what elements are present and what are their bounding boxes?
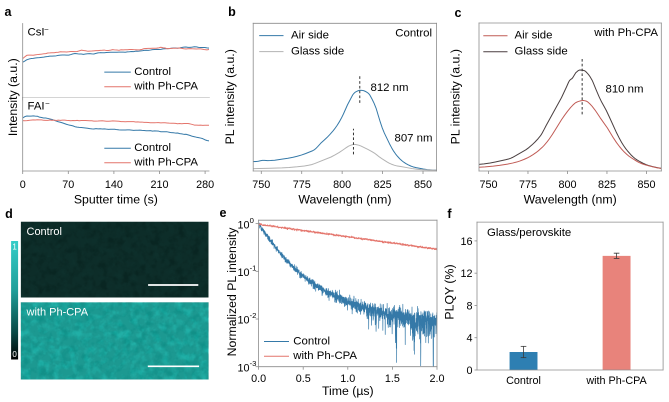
svg-text:0: 0 — [250, 216, 254, 225]
svg-text:Normalized PL intensity: Normalized PL intensity — [225, 227, 239, 357]
svg-text:0.5: 0.5 — [296, 373, 311, 385]
svg-text:775: 775 — [519, 179, 537, 191]
svg-text:–: – — [46, 100, 50, 107]
svg-text:–: – — [45, 26, 49, 33]
svg-text:with Ph-CPA: with Ph-CPA — [133, 157, 198, 169]
svg-text:CsI: CsI — [28, 26, 45, 38]
svg-text:Air side: Air side — [291, 30, 329, 42]
svg-text:e: e — [220, 206, 227, 220]
svg-text:8: 8 — [466, 300, 472, 312]
svg-text:-3: -3 — [250, 359, 257, 368]
svg-text:1.0: 1.0 — [340, 373, 355, 385]
svg-text:Intensity (a.u.): Intensity (a.u.) — [6, 58, 20, 136]
svg-text:2.0: 2.0 — [429, 373, 444, 385]
svg-text:10: 10 — [237, 314, 249, 326]
svg-text:f: f — [447, 207, 452, 221]
svg-text:-2: -2 — [250, 311, 257, 320]
svg-text:750: 750 — [252, 179, 270, 191]
svg-text:16: 16 — [460, 236, 472, 248]
svg-text:Glass/perovskite: Glass/perovskite — [487, 227, 571, 239]
svg-text:Time (µs): Time (µs) — [322, 384, 374, 398]
svg-text:825: 825 — [374, 179, 392, 191]
svg-text:825: 825 — [598, 179, 616, 191]
svg-text:a: a — [5, 5, 13, 19]
svg-text:with Ph-CPA: with Ph-CPA — [593, 27, 658, 39]
svg-text:10: 10 — [237, 219, 249, 231]
svg-text:Control: Control — [134, 142, 171, 154]
svg-text:Glass side: Glass side — [291, 46, 344, 58]
svg-text:Glass side: Glass side — [515, 46, 568, 58]
svg-text:with Ph-CPA: with Ph-CPA — [292, 350, 357, 362]
svg-text:Wavelength (nm): Wavelength (nm) — [524, 192, 617, 206]
svg-text:Control: Control — [134, 66, 171, 78]
svg-text:280: 280 — [196, 179, 214, 191]
svg-text:with Ph-CPA: with Ph-CPA — [585, 375, 647, 387]
svg-text:810 nm: 810 nm — [606, 83, 644, 95]
svg-text:Wavelength (nm): Wavelength (nm) — [298, 192, 391, 206]
svg-text:807 nm: 807 nm — [395, 133, 433, 145]
svg-text:0: 0 — [20, 179, 26, 191]
svg-text:PL intensity (a.u.): PL intensity (a.u.) — [223, 49, 237, 144]
svg-text:FAI: FAI — [28, 100, 45, 112]
svg-text:800: 800 — [558, 179, 576, 191]
svg-text:PL intensity (a.u.): PL intensity (a.u.) — [449, 49, 463, 144]
svg-text:775: 775 — [293, 179, 311, 191]
svg-text:with Ph-CPA: with Ph-CPA — [133, 81, 198, 93]
svg-text:-1: -1 — [250, 263, 257, 272]
svg-text:140: 140 — [105, 179, 123, 191]
svg-text:Sputter time (s): Sputter time (s) — [74, 192, 158, 206]
svg-text:800: 800 — [333, 179, 351, 191]
svg-text:812 nm: 812 nm — [371, 82, 409, 94]
svg-text:Control: Control — [395, 27, 432, 39]
svg-text:12: 12 — [460, 268, 472, 280]
svg-text:0.0: 0.0 — [251, 373, 266, 385]
svg-text:750: 750 — [479, 179, 497, 191]
svg-text:PLQY (%): PLQY (%) — [443, 264, 457, 319]
svg-text:70: 70 — [62, 179, 74, 191]
svg-text:850: 850 — [414, 179, 432, 191]
svg-text:1.5: 1.5 — [385, 373, 400, 385]
svg-text:Control: Control — [506, 375, 541, 387]
svg-text:4: 4 — [466, 333, 472, 345]
svg-text:Control: Control — [293, 335, 330, 347]
svg-text:10: 10 — [237, 267, 249, 279]
svg-text:0: 0 — [466, 365, 472, 377]
svg-text:Air side: Air side — [515, 30, 553, 42]
svg-text:b: b — [228, 5, 236, 19]
svg-text:850: 850 — [637, 179, 655, 191]
svg-text:210: 210 — [150, 179, 168, 191]
svg-text:10: 10 — [237, 362, 249, 374]
svg-text:c: c — [455, 6, 462, 20]
svg-text:d: d — [5, 207, 13, 221]
